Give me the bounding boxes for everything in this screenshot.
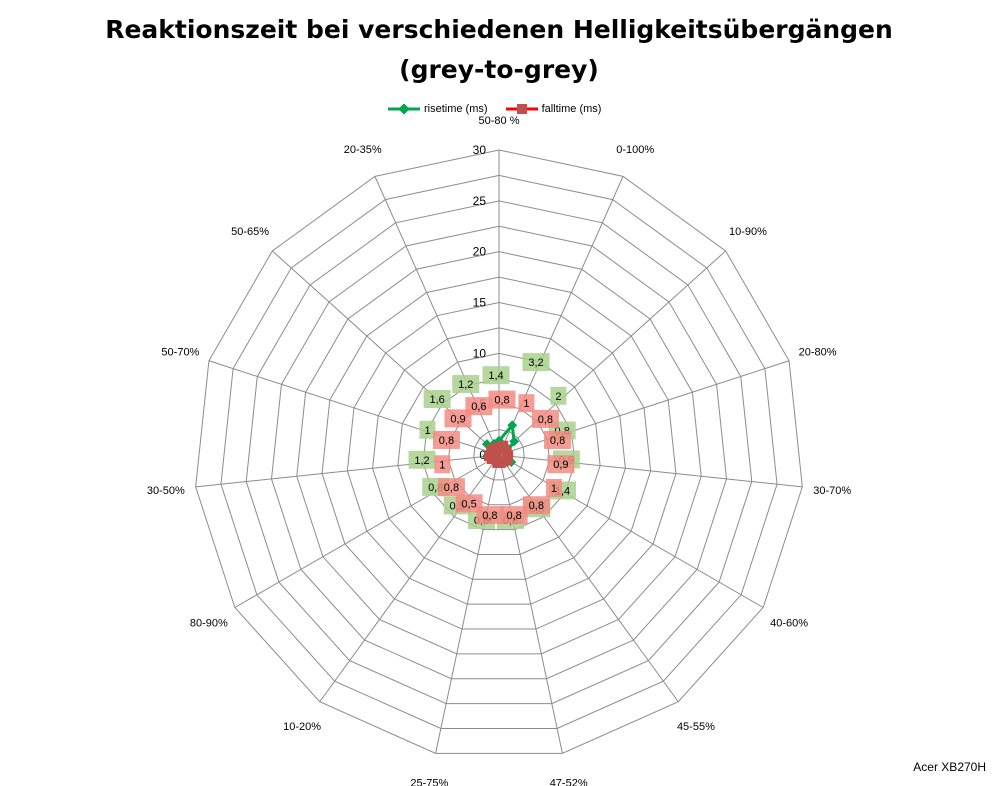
category-label: 40-60%: [770, 618, 808, 630]
grid-ring: [346, 301, 652, 605]
category-label: 80-90%: [190, 618, 228, 630]
grid-ring: [372, 327, 626, 580]
grid-spoke: [234, 454, 500, 608]
category-label: 50-65%: [231, 226, 269, 238]
category-label: 20-80%: [799, 346, 837, 358]
grid-ring: [245, 200, 753, 705]
category-label: 0-100%: [616, 144, 654, 156]
risetime-data-label: 1,2: [458, 379, 473, 391]
risetime-data-label: 1,4: [488, 370, 503, 382]
risetime-data-label: 1,2: [414, 455, 429, 467]
data-label-bg: [432, 430, 460, 449]
data-label-bg: [423, 390, 451, 409]
grid-ring: [220, 174, 778, 729]
category-label: 50-80 %: [479, 115, 520, 127]
radial-tick-label: 20: [473, 245, 487, 259]
data-label-bg: [465, 397, 493, 416]
data-label-bg: [545, 479, 562, 497]
grid-ring: [270, 225, 728, 680]
falltime-point: [491, 444, 502, 455]
legend-item-falltime: falltime (ms): [505, 103, 602, 115]
radial-tick-label: 15: [473, 296, 487, 310]
grid-spoke: [498, 454, 679, 703]
falltime-data-label: 0,8: [482, 510, 497, 522]
chart-title-line-2: (grey-to-grey): [399, 55, 599, 84]
chart-title: Reaktionszeit bei verschiedenen Helligke…: [0, 10, 998, 90]
watermark: Acer XB270H: [913, 760, 986, 774]
grid-spoke: [435, 454, 500, 754]
grid-ring: [397, 352, 601, 555]
grid-spoke: [319, 454, 500, 703]
chart-legend: risetime (ms) falltime (ms): [388, 101, 619, 117]
grid-ring: [321, 276, 677, 630]
grid-ring: [473, 429, 525, 481]
legend-marker-falltime: [505, 104, 538, 114]
data-label-bg: [518, 394, 535, 413]
risetime-point: [507, 420, 518, 431]
falltime-data-label: 0,5: [461, 498, 476, 510]
falltime-data-label: 1: [439, 459, 445, 471]
data-label-bg: [500, 506, 528, 525]
data-label-bg: [547, 455, 575, 474]
risetime-data-label: 2: [555, 391, 561, 403]
grid-ring: [296, 251, 702, 655]
category-label: 30-50%: [147, 485, 185, 497]
category-label: 25-75%: [410, 778, 448, 786]
falltime-data-label: 0,8: [550, 435, 565, 447]
falltime-data-label: 0,8: [494, 395, 509, 407]
falltime-data-label: 0,9: [450, 413, 465, 425]
data-label-bg: [522, 496, 550, 515]
data-label-bg: [437, 478, 465, 497]
radial-tick-label: 25: [473, 194, 487, 208]
category-label: 47-52%: [550, 778, 588, 786]
data-label-bg: [444, 409, 472, 428]
risetime-data-label: 1,6: [429, 394, 444, 406]
legend-item-risetime: risetime (ms): [388, 103, 488, 115]
data-label-bg: [531, 409, 559, 428]
legend-marker-risetime: [388, 104, 420, 114]
radial-tick-label: 30: [473, 143, 487, 157]
data-label-bg: [452, 375, 480, 394]
falltime-data-label: 0,8: [529, 500, 544, 512]
data-label-bg: [482, 366, 510, 385]
risetime-data-label: 3,2: [528, 357, 543, 369]
falltime-data-label: 1: [523, 398, 529, 410]
data-label-bg: [455, 494, 483, 513]
falltime-data-label: 0,8: [444, 482, 459, 494]
falltime-data-label: 0,9: [553, 459, 568, 471]
falltime-data-label: 0,8: [439, 435, 454, 447]
radial-tick-label: 0: [479, 448, 486, 462]
grid-ring: [195, 149, 803, 754]
data-label-bg: [408, 450, 436, 469]
data-label-bg: [544, 430, 572, 449]
data-label-bg: [476, 506, 504, 525]
grid-spoke: [498, 454, 764, 608]
grid-spoke: [498, 454, 563, 754]
category-label: 10-20%: [283, 721, 321, 733]
grid-ring: [422, 378, 576, 531]
falltime-data-label: 0,6: [471, 401, 486, 413]
category-label: 45-55%: [677, 721, 715, 733]
grid-ring: [447, 403, 551, 506]
falltime-data-label: 0,8: [538, 414, 553, 426]
data-label-bg: [522, 353, 550, 372]
category-label: 50-70%: [161, 346, 199, 358]
falltime-data-label: 1: [551, 483, 557, 495]
data-label-bg: [488, 390, 516, 409]
legend-label-risetime: risetime (ms): [424, 103, 488, 115]
radial-tick-label: 10: [473, 346, 487, 360]
grid-spoke: [498, 454, 803, 488]
chart-title-line-1: Reaktionszeit bei verschiedenen Helligke…: [105, 15, 893, 44]
data-label-bg: [550, 386, 567, 405]
data-label-bg: [419, 420, 436, 439]
grid-spoke: [498, 360, 790, 456]
risetime-data-label: 1: [424, 425, 430, 437]
falltime-data-label: 0,8: [506, 510, 521, 522]
data-label-bg: [434, 455, 451, 474]
category-label: 10-90%: [729, 226, 767, 238]
legend-label-falltime: falltime (ms): [541, 103, 602, 115]
category-label: 20-35%: [344, 144, 382, 156]
category-label: 30-70%: [813, 485, 851, 497]
